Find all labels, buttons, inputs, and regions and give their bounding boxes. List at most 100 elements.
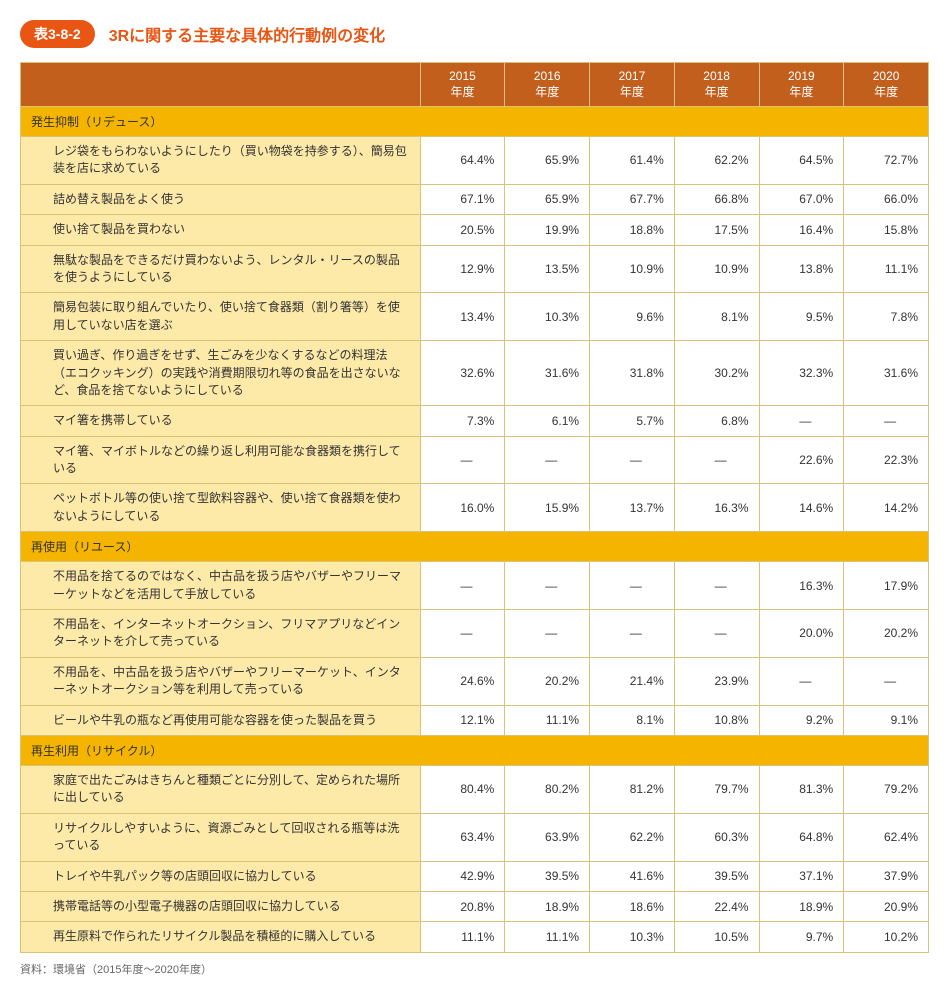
row-label: 買い過ぎ、作り過ぎをせず、生ごみを少なくするなどの料理法（エコクッキング）の実践… [21, 341, 421, 406]
row-label: マイ箸、マイボトルなどの繰り返し利用可能な食器類を携行している [21, 436, 421, 484]
table-row: リサイクルしやすいように、資源ごみとして回収される瓶等は洗っている63.4%63… [21, 813, 929, 861]
cell-value: 16.4% [759, 215, 844, 245]
cell-value: — [420, 610, 505, 658]
row-label: 携帯電話等の小型電子機器の店頭回収に協力している [21, 891, 421, 921]
cell-value: — [844, 657, 929, 705]
cell-value: 63.9% [505, 813, 590, 861]
cell-value: 13.8% [759, 245, 844, 293]
cell-value: 15.9% [505, 484, 590, 532]
header-year-1: 2016年度 [505, 63, 590, 107]
cell-value: 13.7% [590, 484, 675, 532]
cell-value: — [590, 436, 675, 484]
cell-value: 60.3% [674, 813, 759, 861]
cell-value: 18.8% [590, 215, 675, 245]
cell-value: — [674, 610, 759, 658]
row-label: 無駄な製品をできるだけ買わないよう、レンタル・リースの製品を使うようにしている [21, 245, 421, 293]
cell-value: 31.6% [505, 341, 590, 406]
table-row: レジ袋をもらわないようにしたり（買い物袋を持参する）、簡易包装を店に求めている 6… [21, 137, 929, 185]
row-label: 不用品を捨てるのではなく、中古品を扱う店やバザーやフリーマーケットなどを活用して… [21, 562, 421, 610]
header-year-4: 2019年度 [759, 63, 844, 107]
cell-value: 10.9% [590, 245, 675, 293]
cell-value: 20.0% [759, 610, 844, 658]
cell-value: 22.6% [759, 436, 844, 484]
header-year-2: 2017年度 [590, 63, 675, 107]
cell-value: 7.3% [420, 406, 505, 436]
data-table: 2015年度2016年度2017年度2018年度2019年度2020年度 発生抑… [20, 62, 929, 953]
cell-value: 79.7% [674, 765, 759, 813]
cell-value: 67.7% [590, 184, 675, 214]
section-label: 発生抑制（リデュース） [21, 107, 929, 137]
cell-value: 62.2% [674, 137, 759, 185]
cell-value: — [844, 406, 929, 436]
cell-value: 9.1% [844, 705, 929, 735]
cell-value: 5.7% [590, 406, 675, 436]
cell-value: 10.5% [674, 922, 759, 952]
cell-value: — [590, 562, 675, 610]
cell-value: 19.9% [505, 215, 590, 245]
cell-value: 67.1% [420, 184, 505, 214]
cell-value: 17.5% [674, 215, 759, 245]
table-row: 詰め替え製品をよく使う67.1%65.9%67.7%66.8%67.0%66.0… [21, 184, 929, 214]
table-row: 無駄な製品をできるだけ買わないよう、レンタル・リースの製品を使うようにしている 1… [21, 245, 929, 293]
table-row: マイ箸、マイボトルなどの繰り返し利用可能な食器類を携行している————22.6%… [21, 436, 929, 484]
row-label: 簡易包装に取り組んでいたり、使い捨て食器類（割り箸等）を使用していない店を選ぶ [21, 293, 421, 341]
cell-value: 7.8% [844, 293, 929, 341]
header-year-3: 2018年度 [674, 63, 759, 107]
cell-value: 62.4% [844, 813, 929, 861]
row-label: 不用品を、中古品を扱う店やバザーやフリーマーケット、インターネットオークション等… [21, 657, 421, 705]
row-label: リサイクルしやすいように、資源ごみとして回収される瓶等は洗っている [21, 813, 421, 861]
table-row: 簡易包装に取り組んでいたり、使い捨て食器類（割り箸等）を使用していない店を選ぶ1… [21, 293, 929, 341]
cell-value: — [759, 657, 844, 705]
header-year-5: 2020年度 [844, 63, 929, 107]
cell-value: 37.9% [844, 861, 929, 891]
cell-value: 37.1% [759, 861, 844, 891]
header-blank [21, 63, 421, 107]
table-row: ビールや牛乳の瓶など再使用可能な容器を使った製品を買う12.1%11.1%8.1… [21, 705, 929, 735]
cell-value: — [420, 562, 505, 610]
cell-value: 22.4% [674, 891, 759, 921]
cell-value: — [505, 610, 590, 658]
cell-value: 9.2% [759, 705, 844, 735]
cell-value: 79.2% [844, 765, 929, 813]
row-label: 使い捨て製品を買わない [21, 215, 421, 245]
cell-value: 30.2% [674, 341, 759, 406]
row-label: マイ箸を携帯している [21, 406, 421, 436]
cell-value: 10.3% [590, 922, 675, 952]
table-header: 2015年度2016年度2017年度2018年度2019年度2020年度 [21, 63, 929, 107]
cell-value: 61.4% [590, 137, 675, 185]
cell-value: 20.9% [844, 891, 929, 921]
cell-value: 21.4% [590, 657, 675, 705]
header-year-0: 2015年度 [420, 63, 505, 107]
row-label: レジ袋をもらわないようにしたり（買い物袋を持参する）、簡易包装を店に求めている [21, 137, 421, 185]
cell-value: 16.0% [420, 484, 505, 532]
table-body: 発生抑制（リデュース）レジ袋をもらわないようにしたり（買い物袋を持参する）、簡易… [21, 107, 929, 953]
row-label: ペットボトル等の使い捨て型飲料容器や、使い捨て食器類を使わないようにしている [21, 484, 421, 532]
cell-value: 72.7% [844, 137, 929, 185]
table-row: 買い過ぎ、作り過ぎをせず、生ごみを少なくするなどの料理法（エコクッキング）の実践… [21, 341, 929, 406]
section-row: 再生利用（リサイクル） [21, 735, 929, 765]
table-row: マイ箸を携帯している7.3%6.1%5.7%6.8%—— [21, 406, 929, 436]
table-title-row: 表3-8-2 3Rに関する主要な具体的行動例の変化 [20, 20, 929, 48]
cell-value: 32.3% [759, 341, 844, 406]
cell-value: 80.4% [420, 765, 505, 813]
cell-value: 66.8% [674, 184, 759, 214]
table-row: 携帯電話等の小型電子機器の店頭回収に協力している20.8%18.9%18.6%2… [21, 891, 929, 921]
cell-value: 39.5% [674, 861, 759, 891]
row-label: トレイや牛乳パック等の店頭回収に協力している [21, 861, 421, 891]
table-number-badge: 表3-8-2 [20, 20, 95, 48]
cell-value: — [590, 610, 675, 658]
cell-value: 42.9% [420, 861, 505, 891]
cell-value: 65.9% [505, 184, 590, 214]
cell-value: 10.8% [674, 705, 759, 735]
cell-value: 11.1% [505, 705, 590, 735]
cell-value: 13.4% [420, 293, 505, 341]
cell-value: 10.9% [674, 245, 759, 293]
cell-value: — [505, 436, 590, 484]
row-label: 再生原料で作られたリサイクル製品を積極的に購入している [21, 922, 421, 952]
cell-value: 80.2% [505, 765, 590, 813]
cell-value: 81.3% [759, 765, 844, 813]
cell-value: — [674, 562, 759, 610]
row-label: ビールや牛乳の瓶など再使用可能な容器を使った製品を買う [21, 705, 421, 735]
cell-value: 18.6% [590, 891, 675, 921]
table-row: 再生原料で作られたリサイクル製品を積極的に購入している11.1%11.1%10.… [21, 922, 929, 952]
